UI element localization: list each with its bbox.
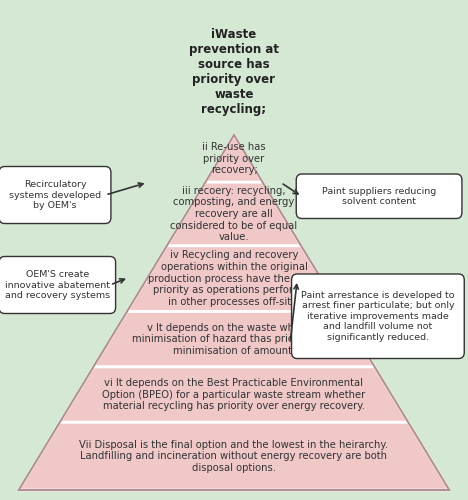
Text: Paint arrestance is developed to
arrest finer particulate; but only
iterative im: Paint arrestance is developed to arrest … xyxy=(301,291,454,342)
Text: v It depends on the waste whether
minimisation of hazard thas priority over
mini: v It depends on the waste whether minimi… xyxy=(132,322,336,356)
Polygon shape xyxy=(19,422,449,490)
Text: iv Recycling and recovery
operations within the original
production process have: iv Recycling and recovery operations wit… xyxy=(148,250,320,307)
Text: iii recoery: recycling,
composting, and energy
recovery are all
considered to be: iii recoery: recycling, composting, and … xyxy=(170,186,298,242)
Polygon shape xyxy=(60,367,408,422)
Polygon shape xyxy=(167,182,301,246)
Text: iWaste
prevention at
source has
priority over
waste
recycling;: iWaste prevention at source has priority… xyxy=(189,28,279,117)
FancyBboxPatch shape xyxy=(0,166,111,224)
FancyBboxPatch shape xyxy=(296,174,462,218)
Text: Vii Disposal is the final option and the lowest in the heirarchy.
Landfilling an: Vii Disposal is the final option and the… xyxy=(80,440,388,472)
Text: Paint suppliers reducing
solvent content: Paint suppliers reducing solvent content xyxy=(322,186,436,206)
FancyBboxPatch shape xyxy=(0,256,116,314)
FancyBboxPatch shape xyxy=(292,274,464,358)
Polygon shape xyxy=(94,312,374,367)
Text: OEM'S create
innovative abatement
and recovery systems: OEM'S create innovative abatement and re… xyxy=(5,270,110,300)
Text: ii Re-use has
priority over
recovery;: ii Re-use has priority over recovery; xyxy=(202,142,266,175)
Polygon shape xyxy=(127,246,341,312)
Text: Recirculatory
systems developed
by OEM's: Recirculatory systems developed by OEM's xyxy=(9,180,101,210)
Text: vi It depends on the Best Practicable Environmental
Option (BPEO) for a particul: vi It depends on the Best Practicable En… xyxy=(102,378,366,411)
Polygon shape xyxy=(205,135,263,182)
